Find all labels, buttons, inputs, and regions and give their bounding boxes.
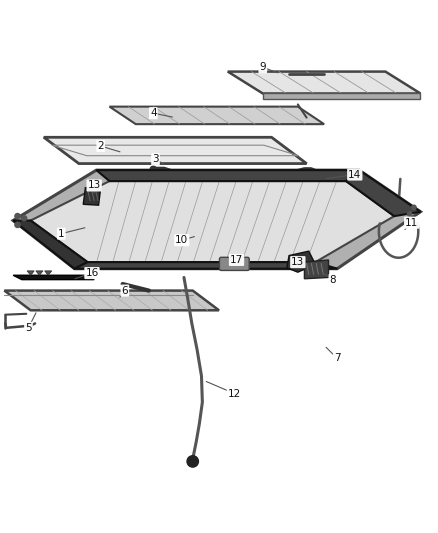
Polygon shape	[13, 170, 420, 269]
Polygon shape	[45, 271, 52, 275]
Text: 1: 1	[58, 229, 65, 239]
Polygon shape	[44, 138, 307, 164]
Polygon shape	[4, 290, 219, 310]
Polygon shape	[13, 275, 94, 280]
Polygon shape	[31, 181, 394, 262]
Text: 9: 9	[259, 62, 266, 72]
Text: 17: 17	[230, 255, 243, 265]
Circle shape	[187, 456, 198, 467]
Circle shape	[15, 222, 20, 228]
Text: 7: 7	[334, 353, 341, 364]
Polygon shape	[96, 170, 359, 181]
Text: 13: 13	[88, 181, 101, 190]
Polygon shape	[74, 262, 337, 269]
Text: 16: 16	[85, 268, 99, 278]
Polygon shape	[228, 71, 420, 93]
Polygon shape	[287, 251, 315, 272]
Text: 14: 14	[348, 169, 361, 180]
Polygon shape	[304, 260, 328, 279]
Text: 8: 8	[329, 274, 336, 285]
Text: 2: 2	[97, 141, 104, 151]
Polygon shape	[110, 107, 324, 124]
Polygon shape	[83, 188, 101, 205]
FancyBboxPatch shape	[219, 257, 249, 270]
Text: 4: 4	[150, 108, 157, 118]
Text: 13: 13	[291, 257, 304, 267]
Circle shape	[15, 214, 20, 219]
Circle shape	[21, 216, 27, 221]
Text: 6: 6	[121, 286, 128, 296]
Polygon shape	[346, 170, 420, 216]
Polygon shape	[263, 93, 420, 99]
Polygon shape	[13, 221, 88, 269]
Text: 12: 12	[228, 389, 241, 399]
Text: 3: 3	[152, 154, 159, 164]
Circle shape	[412, 205, 416, 209]
Text: 10: 10	[175, 235, 188, 245]
Polygon shape	[36, 271, 43, 275]
Polygon shape	[27, 271, 34, 275]
Text: 11: 11	[405, 217, 418, 228]
Circle shape	[150, 166, 156, 172]
Text: 5: 5	[25, 323, 32, 333]
Circle shape	[407, 212, 412, 216]
